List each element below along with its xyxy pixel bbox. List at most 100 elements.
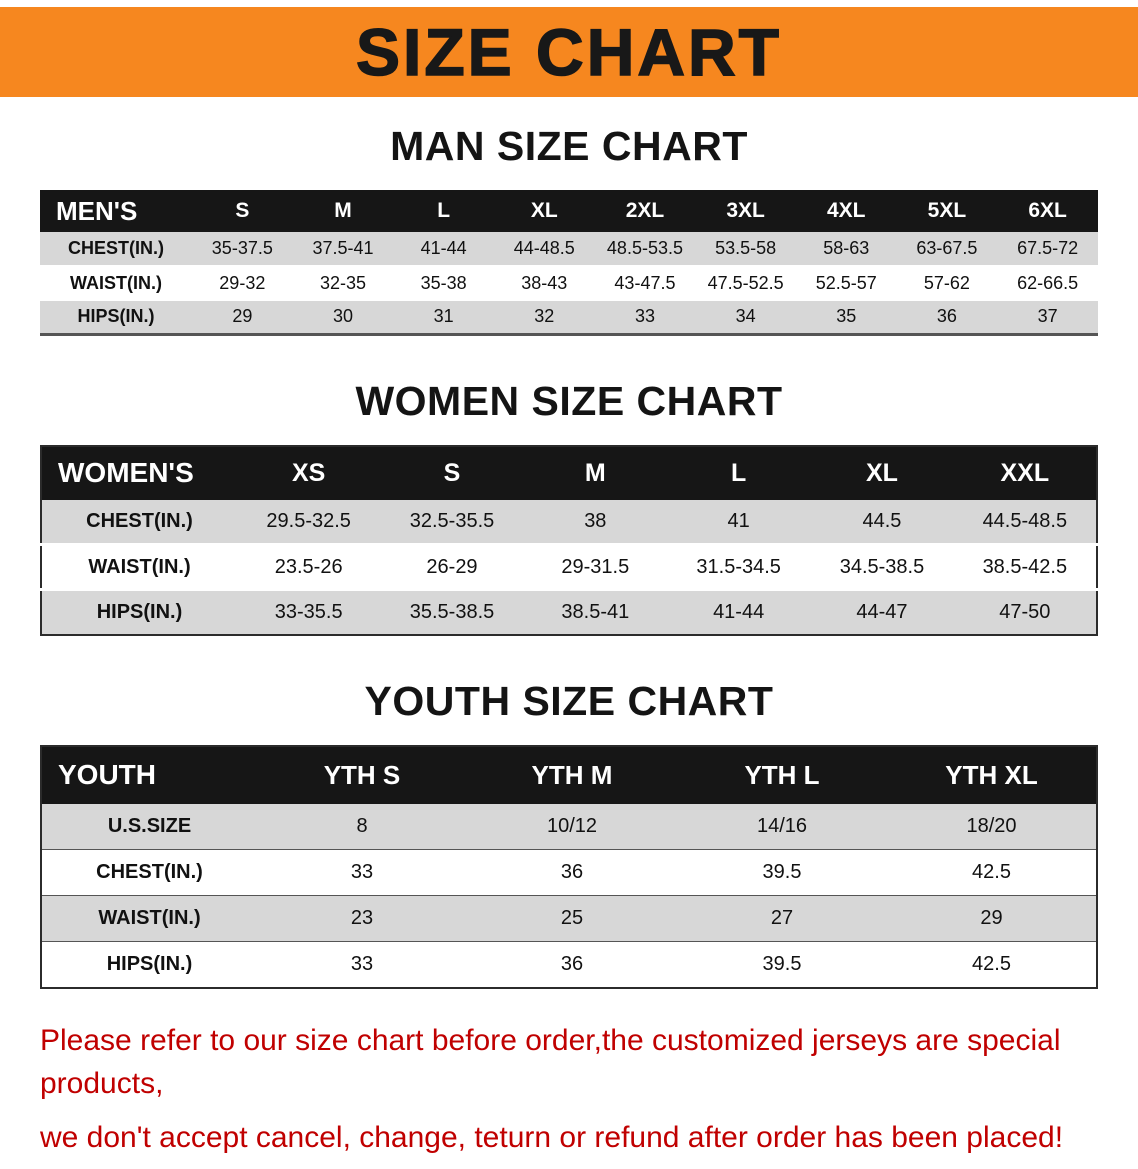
table-cell: 41-44: [713, 600, 765, 623]
table-cell: 47-50: [999, 600, 1051, 623]
column-header: 3XL: [695, 190, 796, 232]
table-cell: 57-62: [923, 272, 970, 293]
table-cell: 43-47.5: [614, 272, 676, 293]
notice-line-2: we don't accept cancel, change, teturn o…: [40, 1120, 1064, 1154]
table-cell: 33: [350, 952, 374, 975]
section-men: MAN SIZE CHART MEN'S S M L XL 2XL 3XL 4XL 5XL 6XL…: [0, 123, 1138, 336]
table-cell: 36: [560, 861, 584, 883]
row-label: WAIST(IN.): [70, 272, 162, 293]
table-cell: 42.5: [972, 861, 1011, 883]
men-section-title: MAN SIZE CHART: [390, 123, 748, 169]
table-row: HIPS(IN.) 33 36 39.5 42.5: [41, 942, 1097, 988]
table-cell: 44.5: [862, 509, 902, 532]
table-cell: 14/16: [756, 814, 808, 837]
youth-size-table: YOUTH YTH S YTH M YTH L YTH XL U.S.SIZE 8 10/12…: [40, 744, 1098, 989]
men-table-wrap: MEN'S S M L XL 2XL 3XL 4XL 5XL 6XL CHEST(IN.) 35-37…: [0, 190, 1138, 336]
column-header: YTH L: [677, 745, 887, 804]
table-cell: 27: [770, 907, 794, 929]
women-size-table-corner-label: WOMEN'S: [41, 445, 237, 500]
table-cell: 41-44: [420, 238, 467, 258]
women-table-wrap: WOMEN'S XS S M L XL XXL CHEST(IN.) 29.5-32.5 32.5…: [0, 444, 1138, 636]
table-cell: 35-37.5: [211, 238, 273, 258]
column-header: 6XL: [997, 190, 1098, 232]
table-cell: 34.5-38.5: [839, 555, 925, 578]
row-label: HIPS(IN.): [106, 952, 193, 975]
row-label: WAIST(IN.): [98, 907, 201, 929]
column-header: M: [523, 445, 667, 500]
column-header: XL: [493, 190, 595, 232]
women-size-table: WOMEN'S XS S M L XL XXL CHEST(IN.) 29.5-32.5 32.5…: [40, 444, 1098, 636]
table-cell: 10/12: [546, 814, 598, 837]
column-header: XS: [237, 445, 381, 500]
table-cell: 37.5-41: [312, 238, 374, 258]
row-label: U.S.SIZE: [107, 814, 192, 837]
table-cell: 35: [836, 306, 857, 327]
column-header: S: [192, 190, 293, 232]
column-header: M: [292, 190, 394, 232]
column-header: YTH XL: [887, 745, 1097, 804]
column-header: 5XL: [896, 190, 998, 232]
table-cell: 52.5-57: [815, 272, 877, 293]
column-header: YTH S: [257, 745, 467, 804]
table-cell: 38: [584, 509, 607, 532]
row-label: HIPS(IN.): [96, 600, 183, 623]
table-cell: 33: [350, 861, 374, 883]
page-title: SIZE CHART: [355, 14, 782, 90]
youth-table-wrap: YOUTH YTH S YTH M YTH L YTH XL U.S.SIZE 8 10/12…: [0, 744, 1138, 989]
table-row: HIPS(IN.) 33-35.5 35.5-38.5 38.5-41 41-44 44-…: [41, 589, 1097, 635]
notice-line-1: Please refer to our size chart before or…: [40, 1023, 1061, 1101]
column-header: 2XL: [594, 190, 696, 232]
column-header: XL: [810, 445, 954, 500]
table-cell: 35-38: [420, 272, 467, 293]
table-cell: 32.5-35.5: [409, 509, 495, 532]
table-cell: 44-48.5: [513, 238, 575, 258]
table-cell: 47.5-52.5: [707, 272, 784, 293]
header-row: WOMEN'S XS S M L XL XXL: [41, 445, 1097, 500]
table-cell: 48.5-53.5: [606, 238, 683, 258]
table-cell: 62-66.5: [1017, 272, 1079, 293]
table-cell: 23.5-26: [274, 555, 343, 578]
table-cell: 58-63: [823, 238, 870, 258]
table-cell: 41: [727, 509, 750, 532]
table-row: WAIST(IN.) 23 25 27 29: [41, 895, 1097, 942]
table-cell: 25: [560, 907, 584, 929]
table-cell: 36: [936, 306, 957, 327]
table-cell: 33-35.5: [274, 600, 343, 623]
header-row: MEN'S S M L XL 2XL 3XL 4XL 5XL 6XL: [40, 190, 1098, 232]
column-header: S: [380, 445, 524, 500]
table-row: CHEST(IN.) 35-37.5 37.5-41 41-44 44-48.5 48.5…: [40, 232, 1098, 266]
table-cell: 36: [560, 952, 584, 975]
women-section-title: WOMEN SIZE CHART: [355, 377, 783, 424]
table-row: CHEST(IN.) 33 36 39.5 42.5: [41, 850, 1097, 896]
column-header: YTH M: [467, 745, 677, 804]
men-size-table: MEN'S S M L XL 2XL 3XL 4XL 5XL 6XL CHEST(IN.) 35-37…: [40, 190, 1098, 336]
table-row: WAIST(IN.) 29-32 32-35 35-38 38-43 43-47.5 47.…: [40, 266, 1098, 300]
table-row: CHEST(IN.) 29.5-32.5 32.5-35.5 38 41 44.5 44.5…: [41, 499, 1097, 545]
header-row: YOUTH YTH S YTH M YTH L YTH XL: [41, 745, 1097, 804]
table-cell: 63-67.5: [916, 238, 978, 258]
table-cell: 39.5: [762, 861, 802, 883]
table-cell: 30: [332, 306, 353, 327]
row-label: CHEST(IN.): [96, 861, 203, 883]
table-cell: 38.5-42.5: [982, 555, 1068, 578]
table-cell: 44.5-48.5: [982, 509, 1068, 532]
row-label: CHEST(IN.): [86, 509, 193, 532]
row-label: CHEST(IN.): [68, 238, 164, 258]
section-women: WOMEN SIZE CHART WOMEN'S XS S M L XL XXL CHEST(…: [0, 378, 1138, 636]
table-cell: 33: [634, 306, 655, 327]
youth-section-title: YOUTH SIZE CHART: [364, 677, 774, 724]
table-cell: 38.5-41: [561, 600, 630, 623]
table-cell: 29: [232, 306, 253, 327]
men-size-table-corner-label: MEN'S: [40, 190, 192, 232]
table-cell: 32-35: [319, 272, 366, 293]
table-cell: 29.5-32.5: [266, 509, 351, 532]
table-cell: 53.5-58: [715, 238, 777, 258]
table-cell: 23: [350, 907, 374, 929]
section-youth: YOUTH SIZE CHART YOUTH YTH S YTH M YTH L YTH…: [0, 678, 1138, 989]
table-cell: 29-32: [219, 272, 266, 293]
row-label: WAIST(IN.): [88, 555, 191, 578]
table-cell: 26-29: [426, 555, 478, 578]
column-header: L: [393, 190, 494, 232]
table-cell: 42.5: [972, 952, 1011, 975]
